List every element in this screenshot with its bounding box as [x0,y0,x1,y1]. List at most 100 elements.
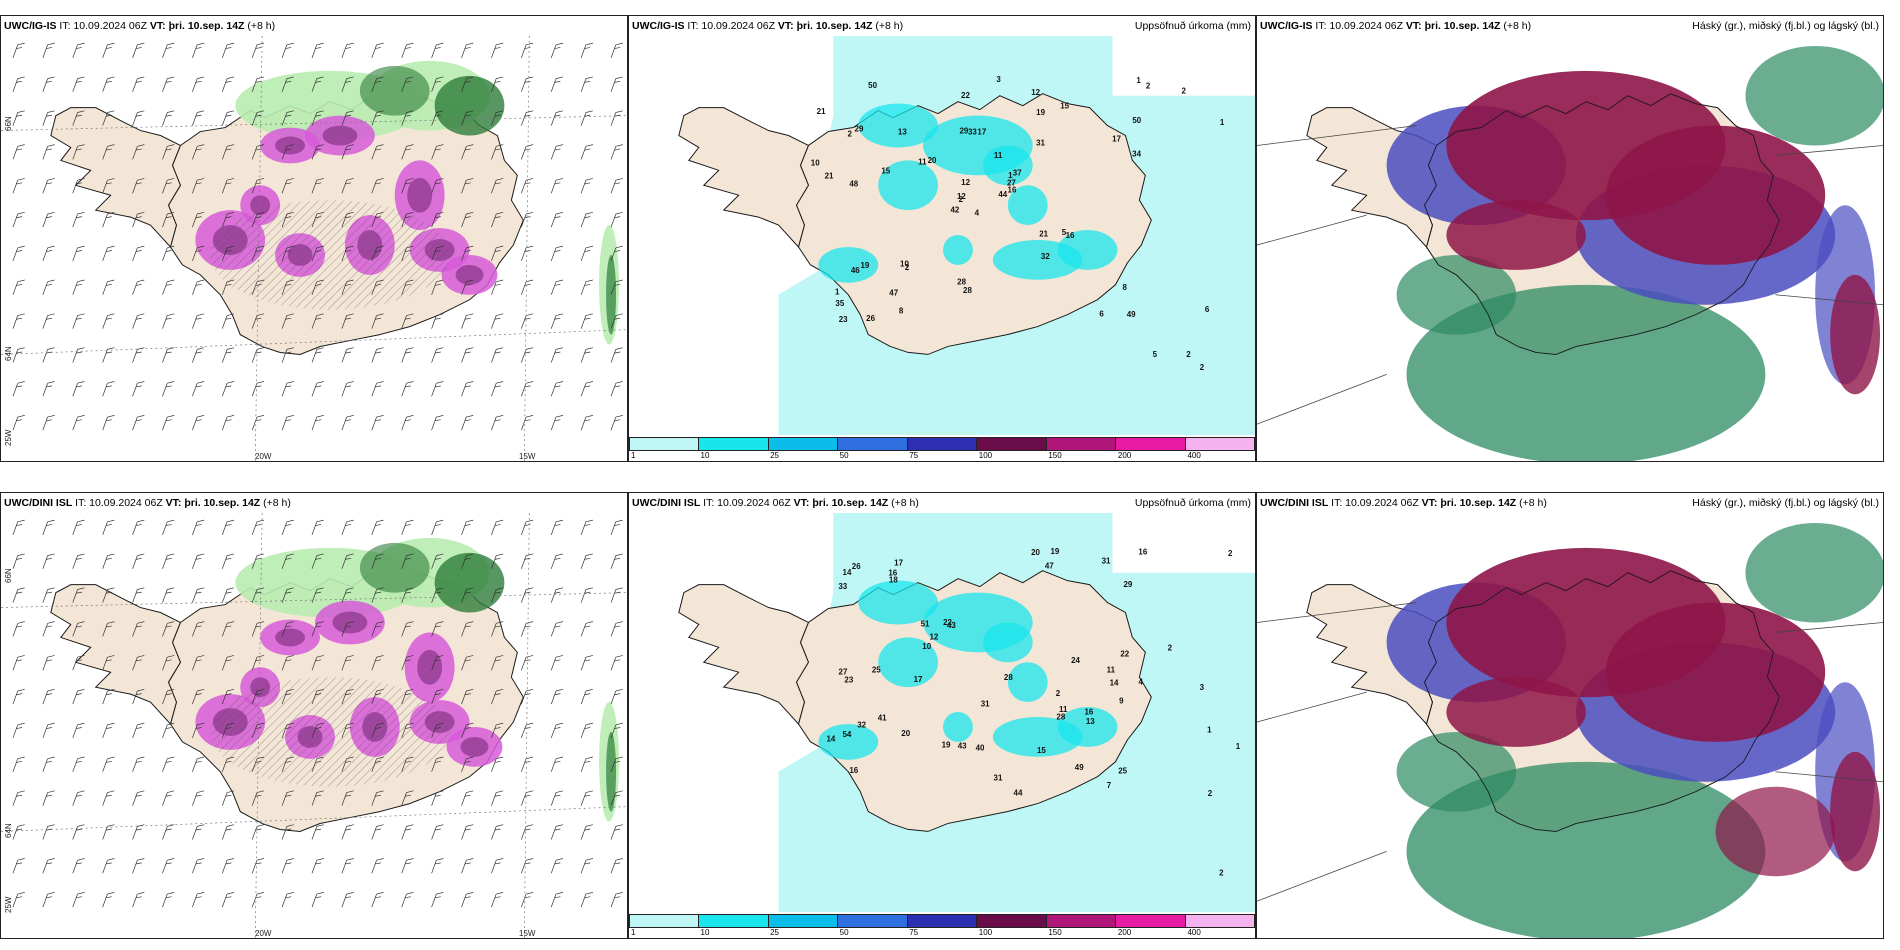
wind-barb [401,790,414,806]
precip-value: 43 [947,621,956,630]
precip-value: 44 [1014,788,1023,797]
graticule-line [523,513,530,938]
wind-barb [371,688,384,705]
wind-barb [72,178,85,194]
wind-barb [221,858,235,874]
wind-barb [162,824,175,840]
precip-value: 12 [957,192,966,201]
lat-label-64: 64N [4,823,13,838]
panel-precip-dini: UWC/DINI ISL IT: 10.09.2024 06Z VT: þri.… [628,492,1256,939]
wind-barb [371,790,384,806]
precip-value: 22 [961,91,970,100]
snow-core [417,649,443,685]
wind-barb [550,553,564,569]
wind-barb [192,621,205,637]
wind-barb [521,790,534,806]
wind-barb [401,858,414,874]
wind-barb [311,688,324,705]
wind-barb [162,76,175,92]
legend-swatch [1185,915,1254,927]
wind-barb [491,347,504,363]
legend-swatch [977,438,1047,450]
precip-value: 11 [918,158,927,167]
wind-barb [12,144,25,160]
precip-value: 31 [1036,139,1045,148]
wind-barb [491,688,504,705]
legend-swatch [630,915,700,927]
wind-barb [341,110,354,126]
wind-barb [281,415,294,431]
wind-barb [311,824,324,840]
precip-area [942,235,973,265]
wind-barb [281,553,294,569]
panel-wind-snow-dini: UWC/DINI ISL IT: 10.09.2024 06Z VT: þri.… [0,492,628,939]
precip-value: 4 [975,208,980,217]
wind-barb [610,381,623,397]
precip-value: 54 [842,730,851,739]
wind-barb [192,211,205,228]
wind-barb [461,587,474,603]
wind-barb [521,347,534,363]
wind-barb [281,245,294,262]
wind-map [1,513,627,938]
wind-barb [401,415,414,431]
wind-barb [281,519,294,536]
wind-barb [401,892,414,908]
wind-barb [42,858,55,874]
wind-barb [42,655,55,671]
wind-barb [221,415,235,431]
precip-value: 1 [1207,725,1212,734]
wind-barb [192,42,205,59]
wind-barb [311,347,324,363]
wind-barb [221,279,235,295]
wind-barb [610,519,623,536]
wind-barb [162,892,175,908]
wind-barb [281,313,294,329]
precip-value: 20 [901,729,910,738]
precip-value: 2 [1182,86,1187,95]
wind-barb [491,245,504,262]
low-cloud [1406,761,1766,938]
wind-barb [311,110,324,126]
hatched-region [210,677,450,787]
wind-barb [221,553,235,569]
legend-swatch [699,438,769,450]
wind-barb [371,144,384,160]
wind-barb [102,313,115,329]
wind-barb [341,381,354,397]
wind-barb [341,42,354,59]
legend-swatch [1046,915,1117,927]
precip-value: 10 [922,642,931,651]
wind-barb [12,178,25,194]
legend-swatch [1116,438,1186,450]
wind-barb [12,279,25,295]
precip-value: 28 [963,286,972,295]
wind-barb [341,858,354,874]
legend-swatch [768,915,839,927]
wind-barb [221,313,235,329]
wind-barb [550,381,564,397]
high-cloud [1605,602,1826,742]
wind-barb [461,824,474,840]
precip-value: 10 [811,158,820,167]
wind-barb [221,892,235,908]
wind-barb [192,587,205,603]
wind-barb [281,587,294,603]
boundary-line [1257,374,1387,425]
wind-barb [311,313,324,329]
precip-values: 2141617434954475144332714251922312822411… [827,547,1241,877]
legend-swatch [907,438,978,450]
wind-barb [72,415,85,431]
precip-shading [359,542,430,593]
wind-barb [192,655,205,671]
wind-barb [281,144,294,160]
wind-barb [580,858,593,874]
wind-barb [610,347,623,363]
wind-barb [401,655,414,671]
precip-value: 44 [998,190,1007,199]
wind-barb [311,211,324,228]
precip-value: 16 [1085,708,1094,717]
wind-barb [491,519,504,536]
precip-value: 37 [1013,169,1022,178]
wind-barb [162,553,175,569]
